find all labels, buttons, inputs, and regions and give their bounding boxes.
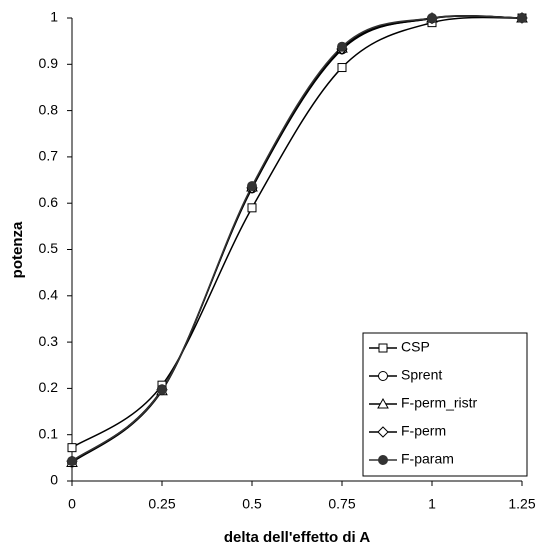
marker [378, 455, 388, 465]
legend-label: F-param [401, 451, 454, 467]
legend-label: CSP [401, 339, 430, 355]
y-tick-label: 0.6 [39, 194, 59, 210]
x-tick-label: 1 [428, 496, 436, 512]
y-tick-label: 0.2 [39, 379, 59, 395]
marker [337, 41, 347, 52]
x-tick-label: 0.25 [148, 496, 175, 512]
marker [67, 443, 77, 453]
marker [378, 371, 388, 381]
y-tick-label: 0.8 [39, 101, 59, 117]
x-tick-label: 1.25 [508, 496, 535, 512]
y-tick-label: 0.7 [39, 148, 59, 164]
legend-label: Sprent [401, 367, 442, 383]
legend: CSP Sprent F-perm_ristr F-perm F-param [362, 332, 528, 477]
y-tick-label: 0.3 [39, 333, 59, 349]
x-tick-label: 0.75 [328, 496, 355, 512]
y-tick-label: 0.1 [39, 425, 59, 441]
marker [517, 13, 527, 23]
y-tick-label: 1 [50, 9, 58, 25]
marker [67, 456, 77, 467]
y-tick-label: 0 [50, 472, 58, 488]
y-tick-label: 0.4 [39, 287, 59, 303]
marker [378, 343, 388, 353]
marker [377, 397, 389, 409]
marker [247, 181, 257, 192]
legend-label: F-perm [401, 423, 446, 439]
y-tick-label: 0.9 [39, 55, 59, 71]
marker [427, 13, 437, 23]
marker [157, 384, 167, 395]
x-axis-title: delta dell'effetto di A [224, 529, 371, 546]
marker [337, 63, 347, 73]
y-axis-title: potenza [9, 221, 26, 278]
x-tick-label: 0.5 [242, 496, 262, 512]
marker [247, 203, 257, 213]
x-tick-label: 0 [68, 496, 76, 512]
y-tick-label: 0.5 [39, 240, 59, 256]
marker [377, 426, 389, 438]
legend-label: F-perm_ristr [401, 395, 478, 411]
